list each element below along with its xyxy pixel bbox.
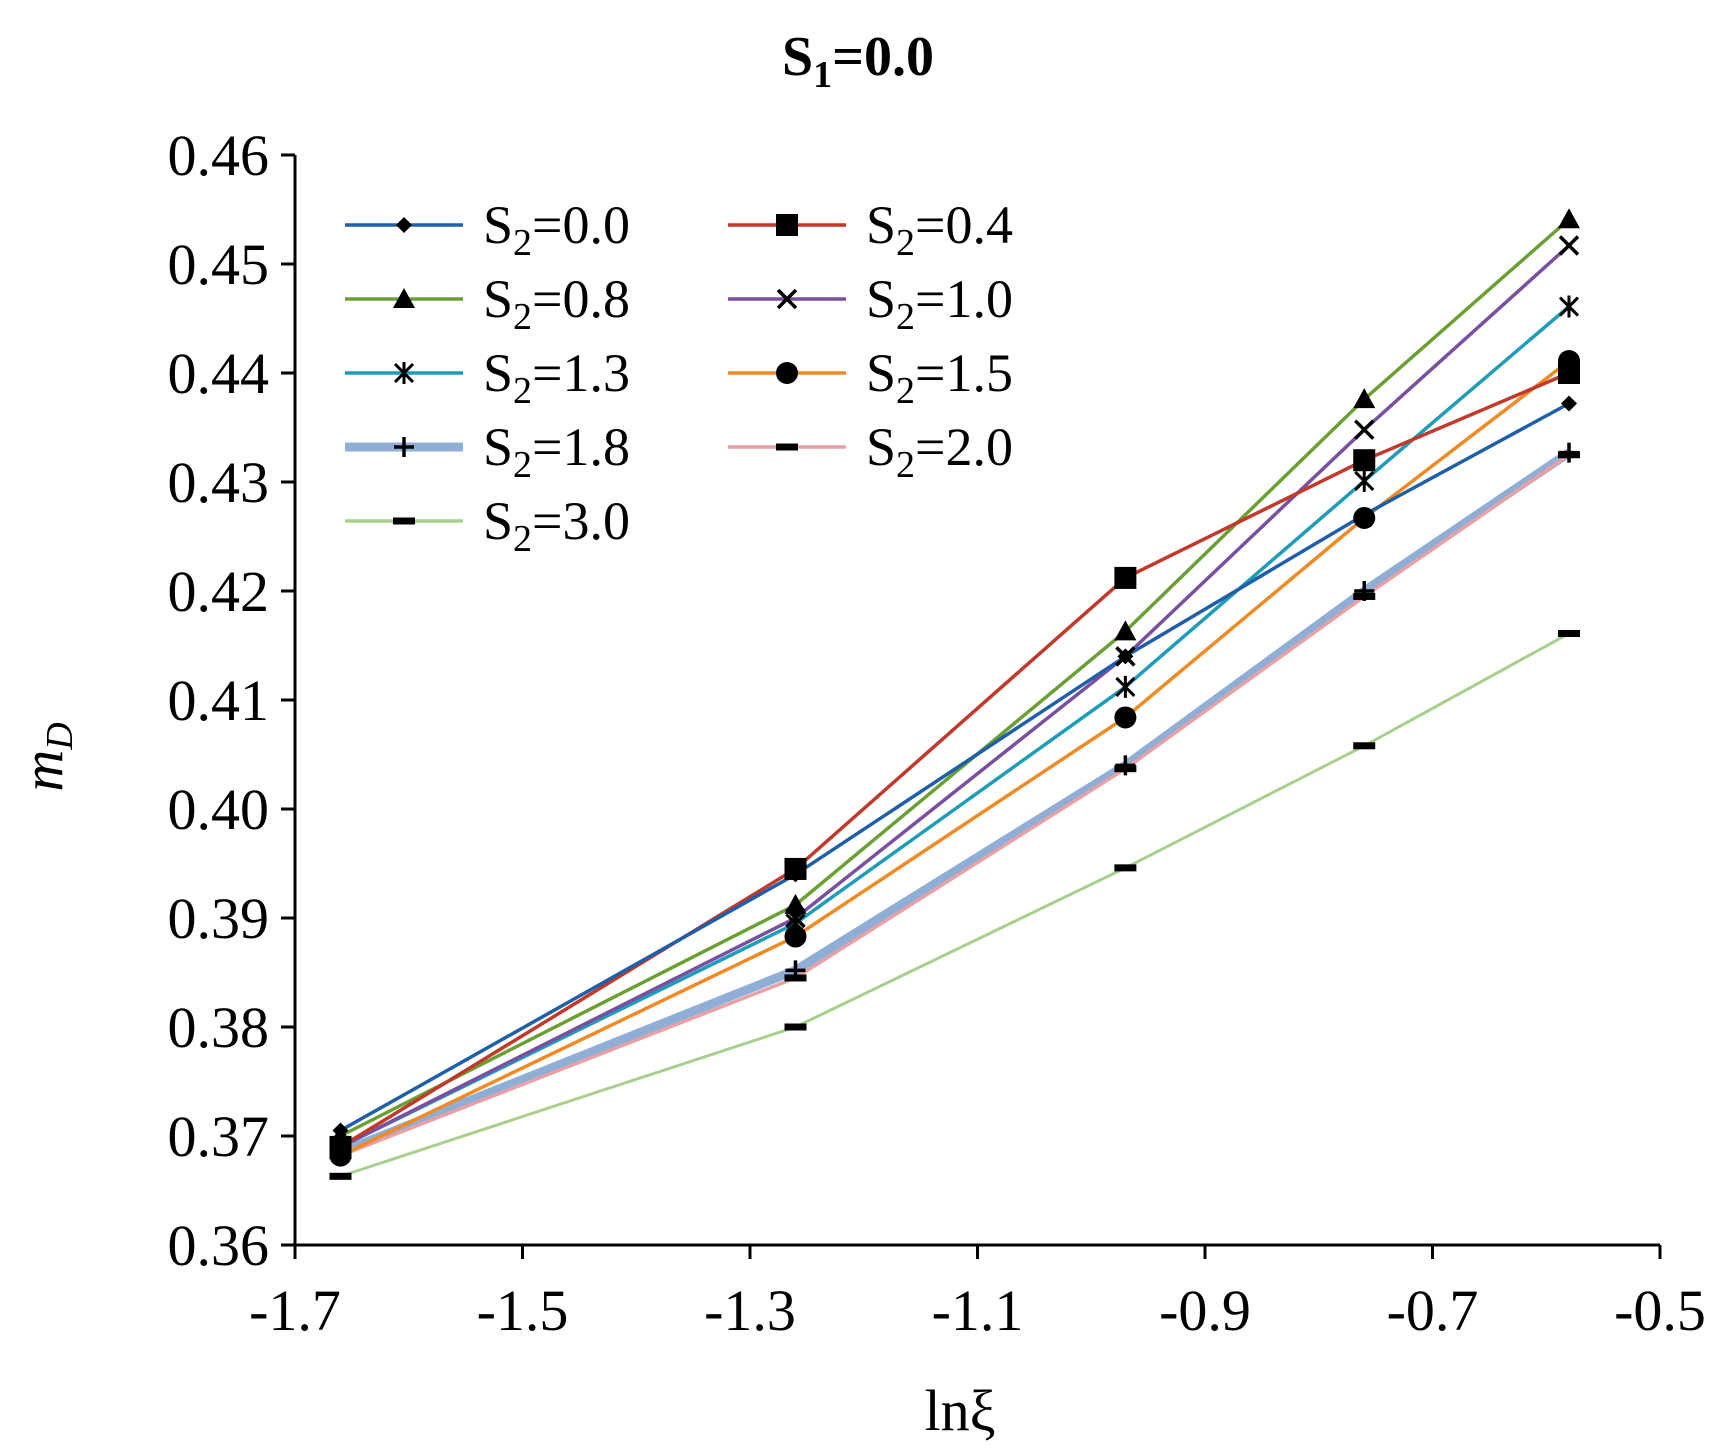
legend-label: S2=3.0: [483, 491, 630, 560]
data-point: [332, 1122, 349, 1139]
data-point: [1114, 620, 1137, 641]
y-tick-label: 0.39: [168, 886, 270, 951]
data-point: [1558, 295, 1580, 318]
data-point: [1558, 451, 1580, 459]
data-point: [1353, 742, 1376, 750]
y-tick-label: 0.41: [168, 668, 270, 733]
data-point: [1114, 706, 1137, 729]
legend-item: S2=3.0: [345, 491, 630, 560]
axes: 0.36 0.37 0.38 0.39 0.40 0.41 0.42 0.43 0.44 0.45…: [168, 123, 1706, 1343]
legend-marker: [776, 288, 798, 310]
legend-label: S2=0.8: [483, 269, 630, 338]
markers-S2=3.0: [329, 630, 1580, 1180]
title-rest: =0.0: [832, 26, 934, 88]
title-subscript: 1: [813, 54, 832, 96]
legend-label: S2=1.8: [483, 417, 630, 486]
legend-item: S2=1.5: [728, 343, 1013, 412]
chart-title: S1=0.0: [782, 26, 934, 96]
legend-marker: [776, 443, 798, 451]
data-point: [1558, 235, 1580, 256]
legend-label: S2=1.5: [866, 343, 1013, 412]
legend-label: S2=1.3: [483, 343, 630, 412]
data-point: [1114, 566, 1137, 589]
markers-S2=1.3: [330, 295, 1580, 1158]
legend-marker: [776, 214, 798, 236]
legend-item: S2=0.0: [345, 195, 630, 264]
data-point: [1356, 506, 1373, 523]
data-point: [1558, 208, 1580, 229]
legend-marker: [393, 288, 415, 308]
data-point: [1353, 592, 1376, 600]
y-axis-title-sub: D: [39, 722, 81, 750]
series-S2=0.4: [339, 371, 1570, 1149]
data-point: [1558, 630, 1580, 638]
y-tick-label: 0.36: [168, 1213, 270, 1278]
markers-S2=0.0: [332, 395, 1577, 1139]
legend-label: S2=1.0: [866, 269, 1013, 338]
legend-item: S2=1.3: [345, 343, 630, 412]
chart-title-text: S1=0.0: [782, 26, 934, 96]
y-tick-label: 0.44: [168, 341, 270, 406]
legend-item: S2=1.8: [345, 417, 630, 486]
legend-item: S2=1.0: [728, 269, 1013, 338]
series-lines: [329, 208, 1580, 1180]
legend-label: S2=0.4: [866, 195, 1013, 264]
y-tick-label: 0.42: [168, 559, 270, 624]
data-point: [1114, 765, 1137, 773]
title-main: S: [782, 26, 813, 88]
x-tick-label: -1.5: [477, 1278, 569, 1343]
legend-marker: [393, 362, 415, 384]
y-tick-label: 0.45: [168, 232, 270, 297]
data-point: [1115, 675, 1136, 698]
legend-marker: [393, 517, 415, 525]
y-axis-title: mD: [10, 722, 81, 791]
x-axis-title: lnξ: [925, 1378, 996, 1443]
legend-marker: [396, 217, 412, 233]
x-tick-label: -0.9: [1159, 1278, 1251, 1343]
axis-titles: lnξ mD: [10, 722, 995, 1443]
data-point: [784, 1023, 807, 1031]
data-point: [329, 1172, 352, 1180]
x-tick-label: -1.7: [249, 1278, 341, 1343]
legend-label: S2=0.0: [483, 195, 630, 264]
data-point: [784, 893, 807, 914]
data-point: [787, 866, 804, 883]
y-axis-title-main: m: [10, 750, 75, 792]
x-tick-label: -1.3: [704, 1278, 796, 1343]
data-point: [1354, 419, 1375, 440]
y-tick-label: 0.43: [168, 450, 270, 515]
x-tick-label: -0.7: [1387, 1278, 1479, 1343]
legend-label: S2=2.0: [866, 417, 1013, 486]
y-tick-label: 0.40: [168, 777, 270, 842]
legend: S2=0.0 S2=0.4 S2=0.8 S2=1.0 S2=1.3 S2=1.5 S2=1…: [345, 195, 1013, 560]
y-tick-label: 0.46: [168, 123, 270, 188]
data-point: [1353, 449, 1376, 472]
legend-item: S2=2.0: [728, 417, 1013, 486]
data-point: [329, 1135, 352, 1158]
series-line: [339, 401, 1570, 1133]
legend-marker: [776, 362, 798, 384]
series-S2=0.0: [339, 401, 1570, 1133]
data-point: [1561, 395, 1577, 412]
data-point: [784, 974, 807, 982]
y-tick-label: 0.38: [168, 995, 270, 1060]
legend-marker: [394, 437, 414, 457]
x-tick-label: -1.1: [932, 1278, 1024, 1343]
legend-item: S2=0.8: [345, 269, 630, 338]
data-point: [1354, 469, 1375, 492]
data-point: [1117, 648, 1134, 665]
data-point: [1114, 864, 1137, 872]
y-tick-label: 0.37: [168, 1104, 270, 1169]
data-point: [1353, 388, 1376, 409]
data-point: [1558, 362, 1580, 384]
legend-item: S2=0.4: [728, 195, 1013, 264]
series-line: [340, 632, 1570, 1178]
x-tick-label: -0.5: [1614, 1278, 1706, 1343]
series-S2=3.0: [340, 632, 1570, 1178]
series-line: [339, 371, 1570, 1149]
